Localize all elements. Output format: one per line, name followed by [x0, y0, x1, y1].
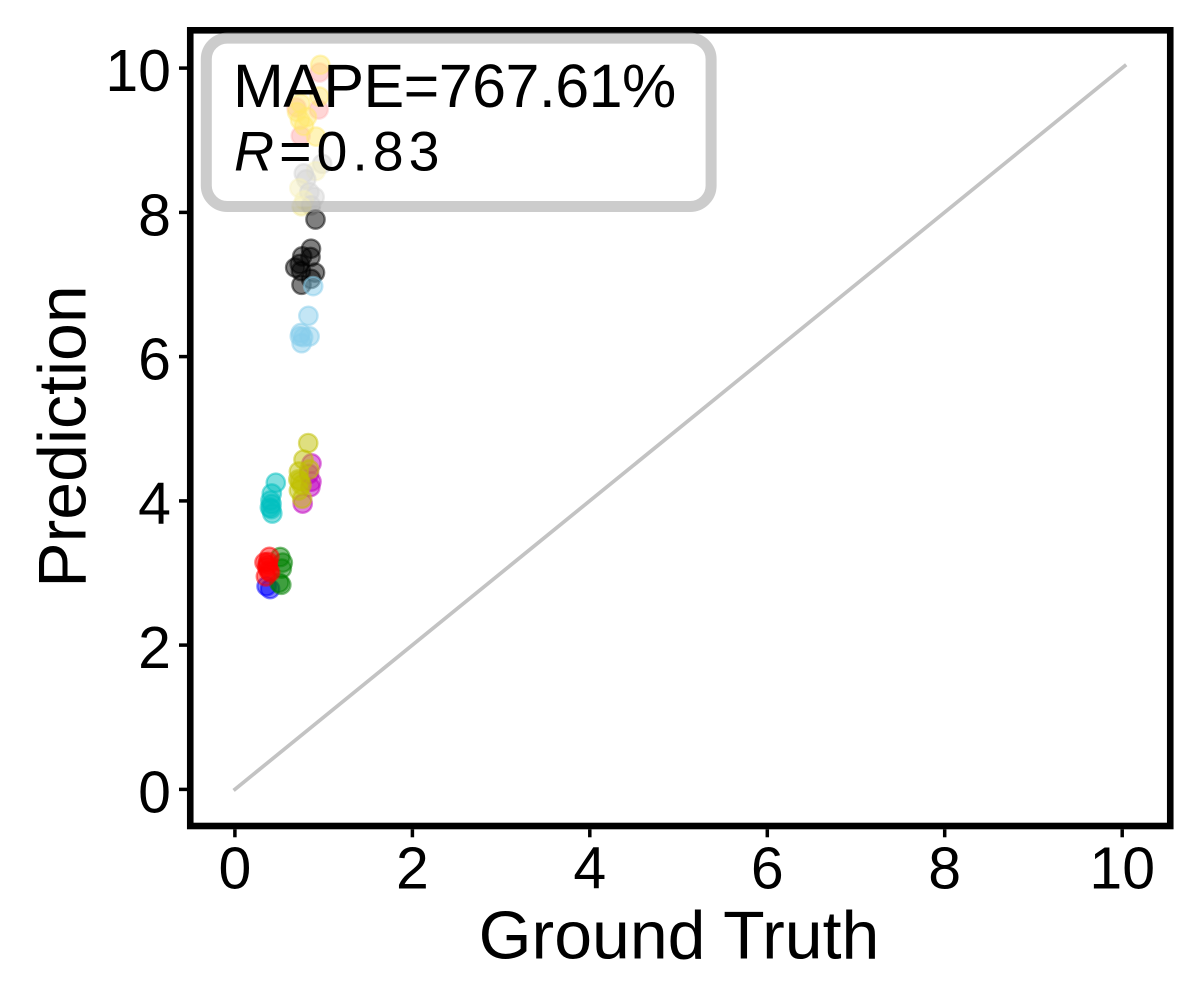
- svg-text:2: 2: [396, 836, 429, 902]
- svg-text:Ground Truth: Ground Truth: [479, 898, 880, 974]
- svg-text:Prediction: Prediction: [25, 285, 101, 587]
- svg-text:R=0.83: R=0.83: [234, 121, 445, 183]
- svg-text:6: 6: [138, 327, 171, 393]
- svg-text:10: 10: [1089, 836, 1155, 902]
- svg-text:10: 10: [105, 38, 171, 104]
- svg-text:MAPE=767.61%: MAPE=767.61%: [233, 52, 676, 120]
- svg-text:4: 4: [138, 471, 171, 537]
- svg-text:8: 8: [138, 183, 171, 249]
- svg-text:0: 0: [218, 836, 251, 902]
- svg-text:0: 0: [138, 760, 171, 826]
- svg-text:4: 4: [573, 836, 606, 902]
- svg-text:6: 6: [751, 836, 784, 902]
- svg-text:2: 2: [138, 615, 171, 681]
- svg-text:8: 8: [928, 836, 961, 902]
